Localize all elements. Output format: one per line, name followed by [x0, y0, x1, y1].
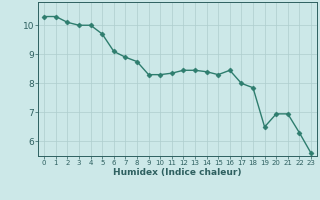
X-axis label: Humidex (Indice chaleur): Humidex (Indice chaleur) [113, 168, 242, 177]
